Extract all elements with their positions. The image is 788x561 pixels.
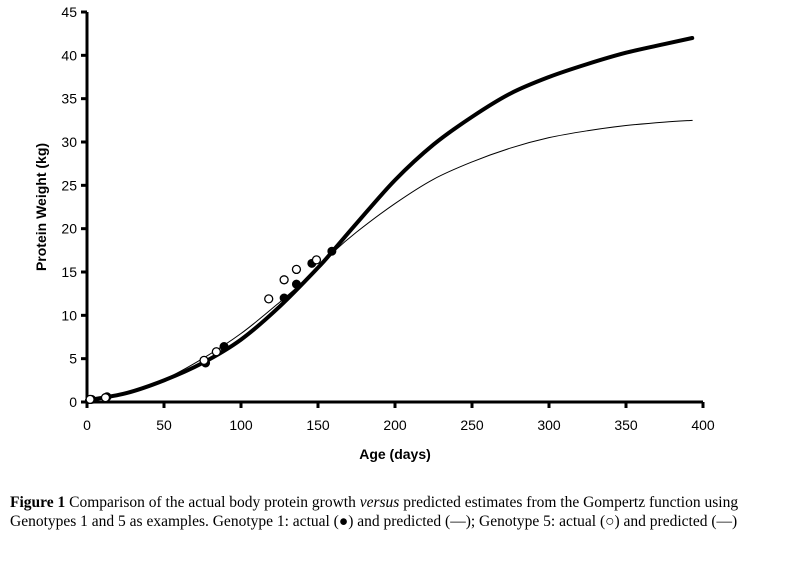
- genotype-1-actual-point: [327, 246, 337, 256]
- x-tick-label: 250: [460, 417, 484, 433]
- x-tick-label: 150: [306, 417, 330, 433]
- genotype-5-actual-point: [311, 255, 322, 265]
- y-tick-label: 15: [61, 264, 77, 280]
- genotype-1-predicted-line: [85, 36, 695, 403]
- y-tick-label: 35: [61, 91, 77, 107]
- caption-emphasis: versus: [359, 494, 400, 511]
- x-tick-label: 350: [614, 417, 638, 433]
- genotype-5-actual-point: [211, 347, 222, 357]
- x-tick-label: 300: [537, 417, 561, 433]
- x-tick-label: 200: [383, 417, 407, 433]
- genotype-5-actual-point: [100, 393, 111, 403]
- figure-caption: Figure 1 Comparison of the actual body p…: [10, 493, 785, 531]
- genotype-1-actual-point: [219, 342, 229, 352]
- genotype-5-actual-point: [199, 355, 209, 366]
- genotype-5-actual-point: [291, 264, 302, 275]
- caption-text-1: Comparison of the actual body protein gr…: [65, 494, 360, 511]
- x-tick-label: 50: [156, 417, 172, 433]
- caption-label: Figure 1: [10, 494, 66, 511]
- caption-text-2: predicted estimates from the Gompertz fu…: [10, 494, 739, 530]
- genotype-5-actual-point: [85, 394, 95, 405]
- x-tick-label: 0: [83, 417, 91, 433]
- chart: 0 5 10 15 20 25 30 35 40 45 0 50 100 150 200 250 300 350 4…: [33, 4, 715, 462]
- genotype-5-actual-point: [279, 275, 289, 285]
- y-tick-label: 25: [61, 177, 77, 193]
- genotype-5-actual-point: [264, 294, 274, 304]
- x-tick-label: 100: [229, 417, 253, 433]
- genotype-5-predicted-line: [86, 119, 693, 401]
- y-tick-label: 20: [61, 221, 77, 237]
- genotype-1-actual-point: [291, 279, 301, 289]
- y-tick-label: 40: [61, 47, 77, 63]
- y-tick-label: 0: [69, 394, 77, 410]
- y-tick-label: 10: [61, 307, 77, 323]
- y-axis-title: Protein Weight (kg): [33, 143, 49, 271]
- genotype-1-actual-point: [279, 293, 289, 303]
- y-tick-label: 5: [69, 351, 77, 367]
- x-axis-title: Age (days): [359, 446, 431, 462]
- y-tick-label: 45: [61, 4, 77, 20]
- y-tick-label: 30: [61, 134, 77, 150]
- x-tick-label: 400: [691, 417, 715, 433]
